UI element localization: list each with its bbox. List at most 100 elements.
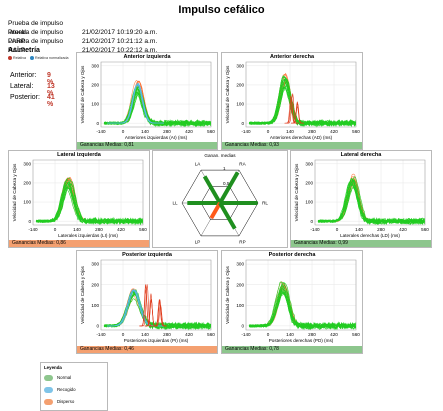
x-tick-label: 280: [308, 129, 316, 134]
x-tick-label: 560: [207, 332, 215, 337]
x-tick-label: -140: [241, 332, 251, 337]
x-tick-label: 0: [267, 332, 270, 337]
dispersed-trace: [153, 299, 167, 327]
traces: [35, 176, 144, 226]
eye-trace: [36, 178, 144, 225]
y-axis-label: Velocidad de Cabeza y Ojos: [80, 265, 85, 323]
x-tick-label: 140: [141, 332, 149, 337]
x-tick-label: 280: [308, 332, 316, 337]
eye-trace: [317, 177, 426, 225]
head-trace: [35, 177, 134, 223]
ring-label: 0,5: [223, 181, 230, 186]
y-tick-label: 200: [91, 83, 99, 88]
x-tick-label: 560: [139, 227, 147, 232]
collected-trace: [107, 83, 164, 124]
gain-bar-LP: [209, 201, 222, 220]
eye-trace: [248, 75, 357, 128]
panel-lateral-derecha: -140 0 140 280 420 560 0 100 200 300 Velocidad de …: [290, 150, 432, 248]
x-tick-label: 280: [95, 227, 103, 232]
panel-title: Lateral izquierda: [57, 152, 101, 158]
panel-posterior-derecha: -140 0 140 280 420 560 0 100 200 300 Velocidad de …: [221, 250, 363, 354]
y-tick-label: 300: [91, 262, 99, 267]
eye-trace: [249, 284, 357, 330]
eye-trace: [103, 87, 212, 127]
y-tick-label: 0: [310, 219, 313, 224]
chart-li: -140 0 140 280 420 560 0 100 200 300 Velocidad de …: [12, 159, 147, 238]
head-trace: [317, 180, 415, 223]
eye-trace: [35, 181, 144, 225]
asymmetry-legend: Relativa Relativa normalizada: [8, 56, 69, 61]
eye-trace: [36, 181, 144, 225]
gain-bar-LA: [202, 175, 222, 204]
gain-bar: Ganancias Medias: 0,46: [77, 346, 217, 353]
y-axis-label: Velocidad de Cabeza y Ojos: [12, 163, 17, 221]
head-trace: [317, 178, 415, 223]
x-axis-label: Anteriores derechas (AD) (ms): [270, 135, 333, 140]
head-trace: [248, 74, 347, 125]
panel-title: Posterior izquierda: [122, 252, 172, 258]
head-trace: [104, 81, 201, 125]
eye-trace: [317, 179, 425, 225]
head-trace: [317, 181, 416, 223]
legend-title: Leyenda: [44, 365, 62, 370]
x-tick-label: -140: [28, 227, 38, 232]
eye-trace: [35, 187, 143, 225]
chart-ai: -140 0 140 280 420 560 0 100 200 300 Velocidad de …: [80, 61, 215, 140]
chart-ad: -140 0 140 280 420 560 0 100 200 300 Velocidad de …: [225, 61, 360, 140]
y-tick-label: 0: [96, 323, 99, 328]
x-tick-label: 280: [163, 129, 171, 134]
hexagon-label: RL: [262, 201, 268, 206]
chart-pi: -140 0 140 280 420 560 0 100 200 300 Velocidad de …: [80, 259, 215, 343]
panel-title: Posterior derecha: [268, 252, 316, 258]
x-tick-label: 420: [185, 332, 193, 337]
x-tick-label: 560: [421, 227, 429, 232]
y-tick-label: 300: [91, 63, 99, 68]
y-tick-label: 0: [28, 219, 31, 224]
x-tick-label: 140: [141, 129, 149, 134]
head-trace: [248, 289, 346, 327]
head-trace: [318, 179, 415, 223]
y-tick-label: 100: [305, 200, 313, 205]
eye-trace: [248, 83, 357, 127]
eye-trace: [35, 185, 143, 225]
plot-frame: [245, 61, 357, 128]
hexagon-title: Ganan. medias: [204, 153, 236, 158]
y-tick-label: 100: [91, 102, 99, 107]
test-row-ralp: Prueba de impulso RALP: 21/02/2017 10:22:…: [8, 38, 158, 54]
x-axis-label: Posteriores izquierdas (PI) (ms): [124, 338, 189, 343]
x-axis-label: Anteriores izquierdas (AI) (ms): [125, 135, 188, 140]
x-tick-label: 0: [54, 227, 57, 232]
x-tick-label: 420: [399, 227, 407, 232]
plot-frame: [32, 159, 144, 226]
plot-frame: [100, 259, 212, 331]
eye-trace: [317, 178, 426, 225]
y-tick-label: 200: [91, 282, 99, 287]
y-tick-label: 300: [236, 63, 244, 68]
head-trace: [249, 285, 346, 328]
chart-ld: -140 0 140 280 420 560 0 100 200 300 Velocidad de …: [294, 159, 429, 238]
head-trace: [249, 288, 346, 328]
x-tick-label: 560: [352, 332, 360, 337]
eye-trace: [248, 287, 357, 330]
eye-trace: [35, 186, 144, 225]
eye-trace: [249, 86, 356, 127]
traces: [248, 72, 357, 128]
x-tick-label: -140: [96, 332, 106, 337]
eye-trace: [248, 78, 357, 127]
head-trace: [36, 180, 133, 223]
panel-title: Anterior derecha: [269, 54, 314, 60]
head-trace: [317, 173, 415, 223]
hexagon-chart: LA RA LL RL LP RP 0,5 1: [172, 162, 268, 245]
eye-trace: [103, 86, 212, 127]
hexagon-label: LL: [172, 201, 178, 206]
traces: [317, 173, 426, 226]
gain-bar: Ganancias Medias: 0,81: [77, 142, 217, 149]
head-trace: [35, 178, 134, 223]
panel-anterior-derecha: -140 0 140 280 420 560 0 100 200 300 Velocidad de …: [221, 52, 363, 150]
head-trace: [317, 181, 416, 223]
dot-icon: [8, 56, 12, 61]
page-title: Impulso cefálico: [178, 4, 265, 16]
asymmetry-title: Asimetría: [8, 47, 40, 54]
dispersed-trace: [286, 93, 299, 124]
plot-frame: [100, 61, 212, 128]
